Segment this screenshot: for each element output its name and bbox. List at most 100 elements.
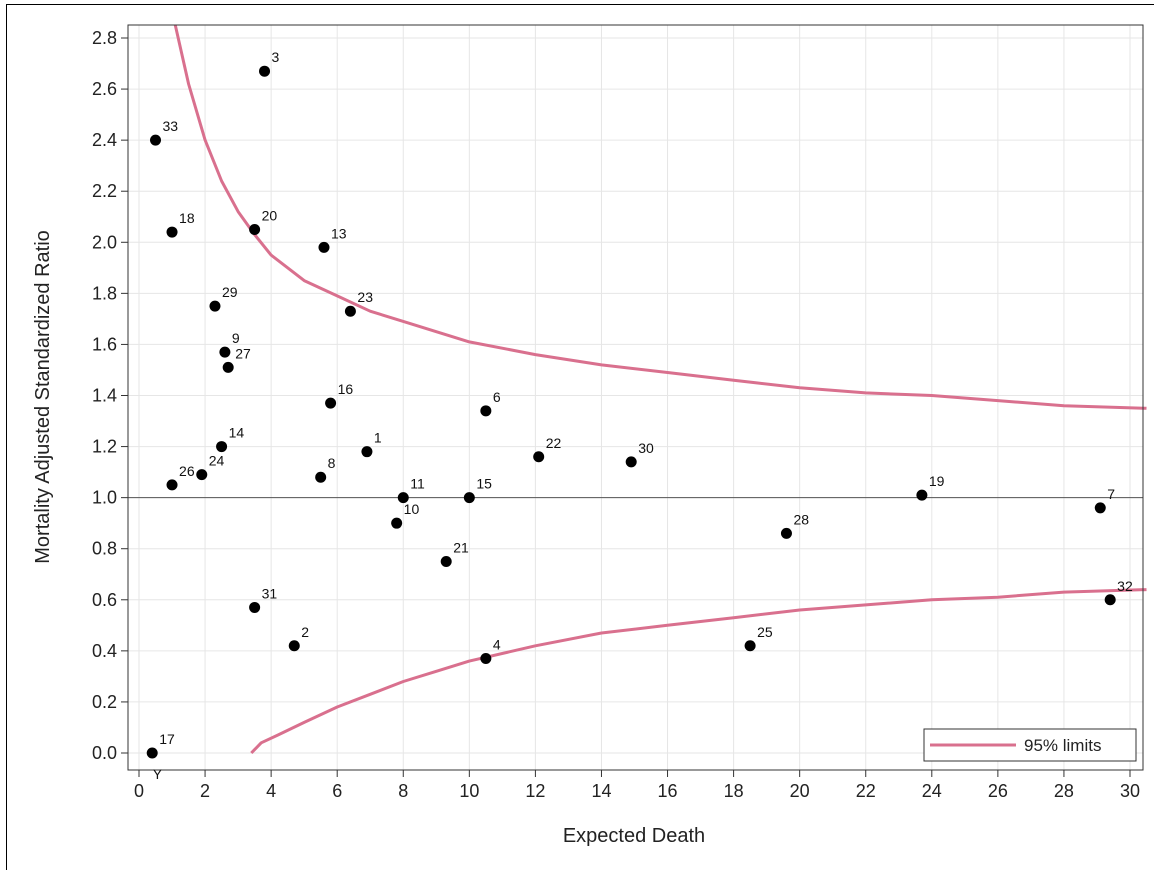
data-point bbox=[344, 305, 356, 317]
y-tick-label: 0.0 bbox=[92, 743, 117, 763]
y-tick-label: 1.0 bbox=[92, 488, 117, 508]
point-label: 20 bbox=[262, 208, 278, 224]
x-tick-label: 12 bbox=[525, 781, 545, 801]
point-label: 9 bbox=[232, 330, 240, 346]
data-point bbox=[625, 456, 637, 468]
y-tick-label: 0.2 bbox=[92, 692, 117, 712]
x-axis-title: Expected Death bbox=[563, 825, 705, 847]
point-label: 27 bbox=[235, 345, 251, 361]
data-point bbox=[916, 489, 928, 501]
data-point bbox=[744, 640, 756, 652]
point-label: 23 bbox=[357, 289, 373, 305]
y-tick-label: 2.4 bbox=[92, 130, 117, 150]
data-point bbox=[1094, 502, 1106, 514]
data-point bbox=[533, 451, 545, 463]
y-tick-label: 0.8 bbox=[92, 539, 117, 559]
data-point bbox=[325, 397, 337, 409]
point-label: 31 bbox=[262, 585, 278, 601]
data-point bbox=[249, 601, 261, 613]
y-tick-label: 2.6 bbox=[92, 79, 117, 99]
x-tick-label: 2 bbox=[200, 781, 210, 801]
point-label: 2 bbox=[301, 624, 309, 640]
y-tick-label: 2.2 bbox=[92, 181, 117, 201]
y-tick-label: 1.6 bbox=[92, 334, 117, 354]
x-tick-label: 4 bbox=[266, 781, 276, 801]
y-axis-title: Mortality Adjusted Standardized Ratio bbox=[32, 230, 54, 564]
point-label: 13 bbox=[331, 225, 347, 241]
y-tick-label: 1.8 bbox=[92, 283, 117, 303]
plot-border bbox=[127, 24, 1144, 771]
x-tick-label: 14 bbox=[591, 781, 611, 801]
point-label: 33 bbox=[163, 118, 179, 134]
y-tick-label: 1.4 bbox=[92, 386, 117, 406]
point-label: 28 bbox=[793, 511, 809, 527]
lower-limit-curve bbox=[250, 588, 1147, 755]
y-tick-label: 0.4 bbox=[92, 641, 117, 661]
axes: 0 2 4 6 8 10 12 14 16 18 20 22 24 26 28 300.00.20.40.60… bbox=[92, 24, 1144, 801]
point-label: 10 bbox=[404, 501, 420, 517]
data-point bbox=[397, 492, 409, 504]
point-label: 29 bbox=[222, 284, 238, 300]
data-point bbox=[249, 224, 261, 236]
data-point bbox=[216, 441, 228, 453]
data-point bbox=[480, 405, 492, 417]
x-tick-label: 22 bbox=[856, 781, 876, 801]
data-point bbox=[166, 479, 178, 491]
x-tick-label: 16 bbox=[658, 781, 678, 801]
data-point bbox=[259, 65, 271, 77]
point-label: 7 bbox=[1107, 486, 1115, 502]
data-point bbox=[288, 640, 300, 652]
x-tick-label: 24 bbox=[922, 781, 942, 801]
data-point bbox=[166, 226, 178, 238]
data-point bbox=[196, 469, 208, 481]
data-point bbox=[150, 134, 162, 146]
y-tick-label: 2.8 bbox=[92, 28, 117, 48]
point-label: 1 bbox=[374, 430, 382, 446]
point-label: 32 bbox=[1117, 578, 1133, 594]
point-label: 14 bbox=[229, 425, 245, 441]
point-label: 16 bbox=[338, 381, 354, 397]
point-label: 4 bbox=[493, 637, 501, 653]
point-label: 25 bbox=[757, 624, 773, 640]
data-point bbox=[463, 492, 475, 504]
point-label: 17 bbox=[159, 731, 175, 747]
point-label: 3 bbox=[272, 49, 280, 65]
confidence-limits bbox=[173, 24, 1147, 755]
x-tick-label: 20 bbox=[790, 781, 810, 801]
x-tick-label: 18 bbox=[724, 781, 744, 801]
point-label: 18 bbox=[179, 210, 195, 226]
x-tick-label: 10 bbox=[459, 781, 479, 801]
x-tick-label: 30 bbox=[1120, 781, 1140, 801]
data-point bbox=[222, 361, 234, 373]
data-point bbox=[391, 517, 403, 529]
point-label: 21 bbox=[453, 539, 469, 555]
point-label: 15 bbox=[476, 476, 492, 492]
legend: 95% limits bbox=[923, 728, 1137, 762]
grid bbox=[128, 25, 1143, 770]
data-point bbox=[1104, 594, 1116, 606]
data-point bbox=[440, 555, 452, 567]
x-tick-label: 26 bbox=[988, 781, 1008, 801]
x-tick-label: 8 bbox=[398, 781, 408, 801]
point-label: 19 bbox=[929, 473, 945, 489]
point-label: 26 bbox=[179, 463, 195, 479]
plot-area bbox=[128, 25, 1143, 770]
data-point bbox=[780, 527, 792, 539]
data-point bbox=[315, 471, 327, 483]
x-tick-label: 28 bbox=[1054, 781, 1074, 801]
point-label: 8 bbox=[328, 455, 336, 471]
point-label: 6 bbox=[493, 389, 501, 405]
y-tick-label: 2.0 bbox=[92, 232, 117, 252]
data-point bbox=[361, 446, 373, 458]
point-label: 11 bbox=[410, 476, 425, 492]
point-label: 22 bbox=[546, 435, 562, 451]
x-tick-label: 0 bbox=[134, 781, 144, 801]
y-tick-label: 1.2 bbox=[92, 437, 117, 457]
x-tick-label: 6 bbox=[332, 781, 342, 801]
point-label: 24 bbox=[209, 453, 225, 469]
data-point bbox=[209, 300, 221, 312]
upper-limit-curve bbox=[173, 24, 1147, 410]
y-tick-label: 0.6 bbox=[92, 590, 117, 610]
chart-frame bbox=[6, 4, 1154, 870]
